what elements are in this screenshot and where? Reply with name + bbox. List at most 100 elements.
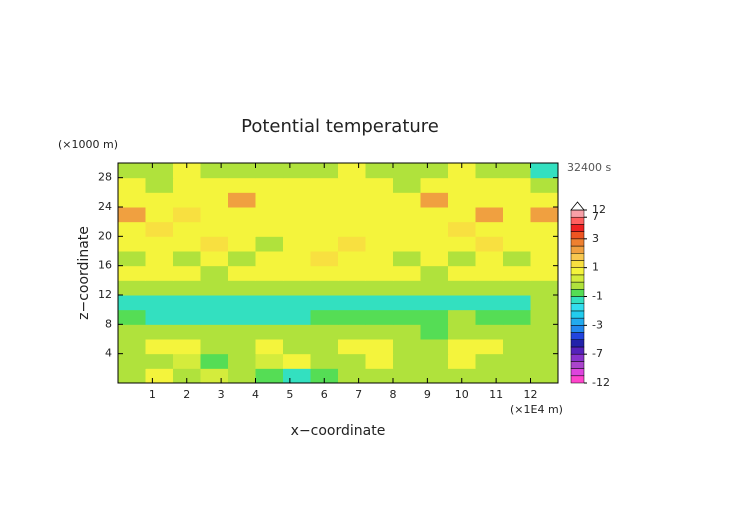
cell <box>365 236 394 252</box>
cell <box>475 339 504 355</box>
cell <box>283 265 311 281</box>
cell <box>530 251 559 267</box>
cell <box>448 309 476 325</box>
cell <box>228 353 256 369</box>
cell <box>173 221 201 237</box>
cell <box>255 251 284 267</box>
cell <box>420 339 449 355</box>
cell <box>310 324 339 340</box>
cell <box>118 280 146 296</box>
cell <box>173 324 201 340</box>
cell <box>475 368 504 384</box>
x-unit: (×1E4 m) <box>510 403 563 416</box>
cell <box>475 280 504 296</box>
cell <box>475 236 504 252</box>
colorbar-segment <box>570 267 585 276</box>
colorbar-segment <box>570 310 585 319</box>
cell <box>310 236 339 252</box>
time-label: 32400 s <box>567 161 611 174</box>
cell <box>475 353 504 369</box>
colorbar-segment <box>570 296 585 304</box>
cell <box>283 353 311 369</box>
cell <box>118 353 146 369</box>
y-tick-label: 16 <box>98 259 112 272</box>
x-tick-label: 5 <box>286 388 293 401</box>
cell <box>530 221 559 237</box>
cell <box>173 207 201 223</box>
cell <box>530 265 559 281</box>
cell <box>365 295 394 311</box>
cell <box>145 324 174 340</box>
cell <box>393 324 421 340</box>
cell <box>228 324 256 340</box>
y-tick-label: 4 <box>105 347 112 360</box>
cell <box>200 353 229 369</box>
cell <box>118 207 146 223</box>
cell <box>448 207 476 223</box>
colorbar-segment <box>570 339 585 348</box>
cell <box>145 339 174 355</box>
cell <box>475 163 504 179</box>
cell <box>365 353 394 369</box>
colorbar-segment <box>570 361 585 369</box>
cell <box>255 177 284 193</box>
colorbar-segment <box>570 317 585 326</box>
cell <box>448 339 476 355</box>
cell <box>200 295 229 311</box>
cell <box>173 192 201 208</box>
cell <box>228 251 256 267</box>
x-tick-label: 3 <box>218 388 225 401</box>
cell <box>393 309 421 325</box>
x-tick-label: 6 <box>321 388 328 401</box>
cell <box>448 177 476 193</box>
cell <box>393 221 421 237</box>
cell <box>420 295 449 311</box>
x-tick-label: 10 <box>455 388 469 401</box>
x-tick-label: 7 <box>355 388 362 401</box>
x-tick-label: 2 <box>183 388 190 401</box>
cell <box>420 251 449 267</box>
colorbar-tick-label: 1 <box>592 261 599 274</box>
cell <box>283 251 311 267</box>
cell <box>393 280 421 296</box>
cell <box>365 177 394 193</box>
cell <box>338 236 366 252</box>
colorbar-tick-label: -12 <box>592 376 610 389</box>
plot-frame <box>117 162 559 384</box>
cell <box>475 324 504 340</box>
cell <box>503 221 531 237</box>
cell <box>420 368 449 384</box>
cell <box>200 221 229 237</box>
cell <box>310 207 339 223</box>
cell <box>173 309 201 325</box>
cell <box>118 251 146 267</box>
cell <box>310 309 339 325</box>
cell <box>310 163 339 179</box>
cell <box>530 309 559 325</box>
x-tick-label: 8 <box>390 388 397 401</box>
cell <box>118 339 146 355</box>
cell <box>200 324 229 340</box>
colorbar-tick-label: 7 <box>592 210 599 223</box>
cell <box>338 207 366 223</box>
cell <box>255 309 284 325</box>
cell <box>228 368 256 384</box>
cell <box>475 221 504 237</box>
cell <box>228 265 256 281</box>
x-tick-label: 1 <box>149 388 156 401</box>
cell <box>338 221 366 237</box>
cell <box>475 295 504 311</box>
cell <box>200 265 229 281</box>
cell <box>393 207 421 223</box>
cell <box>228 309 256 325</box>
cell <box>310 265 339 281</box>
cell <box>255 265 284 281</box>
cell <box>118 295 146 311</box>
cell <box>145 163 174 179</box>
cell <box>420 309 449 325</box>
colorbar-tick-label: -1 <box>592 290 603 303</box>
cell <box>228 163 256 179</box>
cell <box>530 192 559 208</box>
cell <box>145 221 174 237</box>
cell <box>145 207 174 223</box>
